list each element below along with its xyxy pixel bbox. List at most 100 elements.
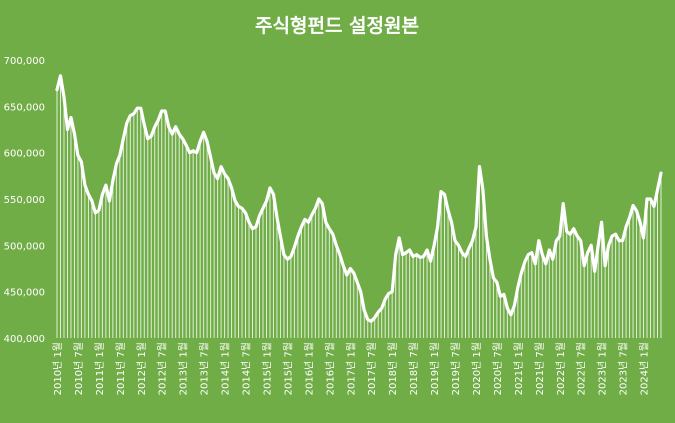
data-point (314, 207, 316, 209)
data-point (471, 240, 474, 242)
data-point (660, 172, 662, 174)
data-point (223, 173, 226, 175)
x-tick-label: 2017년 1월 (345, 342, 357, 395)
data-point (496, 281, 498, 283)
data-point (398, 237, 400, 239)
data-point (227, 178, 229, 180)
data-point (143, 124, 145, 126)
data-point (524, 261, 526, 263)
data-point (304, 218, 306, 220)
data-point (604, 265, 606, 267)
data-point (73, 133, 76, 135)
data-point (482, 189, 484, 191)
data-point (608, 244, 610, 246)
x-tick-label: 2012년 1월 (136, 342, 148, 395)
data-point (367, 318, 369, 321)
data-point (66, 128, 69, 131)
data-point (279, 235, 282, 237)
data-point (559, 235, 561, 237)
data-point (545, 263, 547, 265)
data-point (454, 240, 456, 242)
data-point (112, 179, 114, 182)
x-axis: 2010년 1월 2010년 7월 2011년 1월 2011년 7월 2012년 1월… (52, 342, 651, 395)
y-tick-label: 450,000 (4, 288, 45, 299)
data-point (203, 131, 205, 133)
data-point (475, 226, 477, 228)
data-point (258, 215, 261, 217)
data-point (534, 263, 536, 265)
data-point (325, 221, 327, 223)
data-point (115, 163, 117, 165)
data-point (646, 198, 648, 200)
data-point (342, 265, 344, 267)
data-point (384, 298, 386, 300)
data-point (363, 309, 365, 311)
data-point (321, 203, 323, 205)
y-tick-label: 550,000 (4, 195, 45, 206)
y-tick-label: 400,000 (4, 334, 45, 345)
y-axis: 400,000 450,000 500,000 550,000 600,000 650,0… (4, 56, 45, 345)
data-point (356, 281, 358, 283)
data-point (105, 184, 107, 186)
x-tick-label: 2013년 1월 (178, 342, 190, 395)
data-point (429, 260, 432, 262)
data-point (527, 254, 529, 256)
x-tick-label: 2023년 1월 (597, 342, 609, 395)
data-point (360, 291, 362, 293)
data-point (154, 126, 156, 128)
data-point (370, 320, 372, 322)
data-point (419, 256, 421, 258)
series-group (55, 74, 663, 323)
data-point (168, 126, 170, 128)
data-point (140, 107, 142, 109)
data-point (290, 255, 292, 258)
data-point (255, 226, 257, 228)
data-point (436, 226, 439, 228)
data-point (70, 116, 72, 119)
data-point (520, 272, 522, 274)
data-point (457, 244, 460, 246)
x-tick-label: 2014년 1월 (220, 342, 232, 395)
data-point (94, 212, 97, 214)
data-point (422, 255, 425, 258)
x-tick-label: 2016년 1월 (303, 342, 315, 395)
x-tick-label: 2015년 7월 (282, 342, 294, 395)
data-point (597, 244, 599, 246)
data-point (377, 311, 379, 313)
x-tick-label: 2012년 7월 (157, 342, 169, 395)
data-point (548, 249, 550, 251)
data-point (122, 138, 124, 140)
data-point (485, 235, 488, 237)
x-tick-label: 2021년 1월 (513, 342, 525, 395)
data-point (621, 240, 624, 242)
data-point (265, 200, 268, 202)
data-point (297, 235, 299, 237)
data-point (56, 89, 58, 91)
data-point (98, 209, 100, 211)
x-tick-label: 2017년 7월 (366, 342, 378, 395)
data-point (353, 272, 355, 274)
data-point (374, 317, 376, 319)
data-point (300, 226, 302, 228)
data-point (185, 144, 187, 146)
data-point (464, 255, 467, 258)
data-point (80, 161, 83, 163)
x-tick-label: 2016년 7월 (324, 342, 336, 395)
data-point (147, 138, 149, 140)
data-point (63, 96, 65, 98)
data-point (552, 258, 554, 260)
data-point (164, 110, 166, 112)
series-line (55, 74, 663, 323)
data-point (213, 172, 215, 174)
data-point (388, 292, 390, 295)
data-point (91, 200, 93, 202)
data-point (433, 244, 435, 246)
data-point (206, 140, 208, 143)
data-point (450, 221, 453, 223)
data-point (405, 252, 407, 254)
data-point (649, 198, 652, 200)
data-point (391, 291, 393, 293)
data-point (580, 240, 582, 242)
data-point (447, 209, 449, 211)
data-point (276, 216, 278, 219)
